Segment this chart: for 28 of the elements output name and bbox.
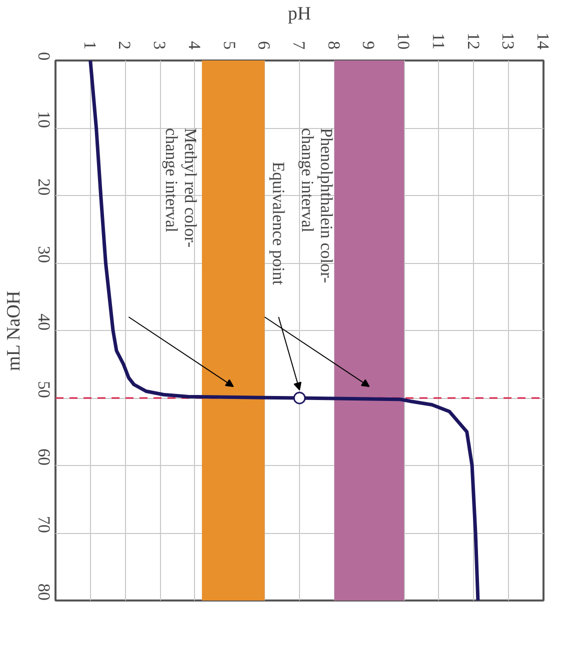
x-tick-label: 1: [80, 41, 100, 50]
x-tick-label: 14: [534, 32, 552, 50]
x-tick-label: 13: [498, 32, 518, 50]
y-tick-label: 70: [34, 516, 54, 533]
band-label: Methyl red color- change interval: [162, 128, 200, 248]
x-tick-label: 9: [359, 41, 378, 50]
x-tick-label: 2: [115, 41, 134, 50]
x-tick-label: 3: [150, 41, 170, 50]
x-tick-label: 6: [254, 41, 274, 50]
y-axis-title: mL NaOH: [4, 290, 24, 371]
x-tick-label: 10: [394, 32, 414, 50]
band-label: Phenolphthalein color- change interval: [298, 128, 336, 284]
y-tick-label: 60: [34, 448, 54, 466]
x-axis-title: pH: [288, 4, 312, 24]
y-tick-label: 50: [34, 381, 54, 398]
x-tick-label: 5: [220, 41, 239, 50]
y-tick-label: 30: [34, 246, 54, 263]
y-tick-label: 0: [34, 52, 54, 60]
y-tick-label: 80: [34, 584, 54, 600]
annotation: Equivalence point: [269, 162, 288, 286]
x-tick-label: 4: [184, 41, 204, 50]
x-tick-label: 11: [428, 33, 448, 50]
x-tick-label: 12: [464, 32, 483, 50]
y-tick-label: 10: [34, 111, 54, 128]
y-tick-label: 20: [34, 178, 54, 196]
x-tick-label: 7: [290, 41, 308, 50]
y-tick-label: 40: [34, 314, 54, 330]
x-tick-label: 8: [324, 41, 344, 50]
